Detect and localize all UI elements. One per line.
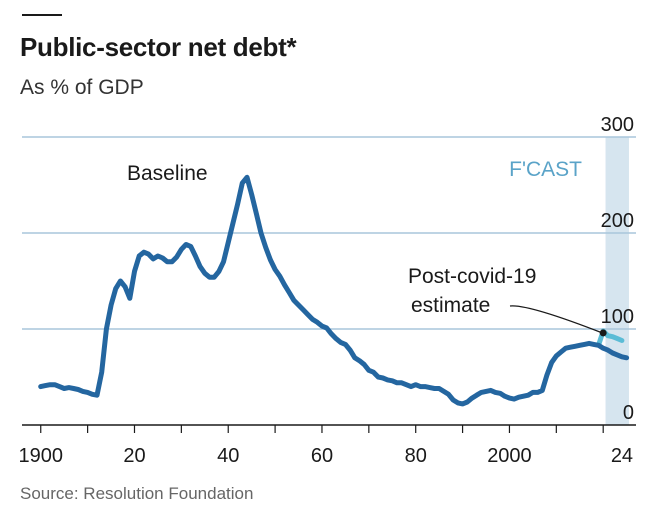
forecast-band-layer — [605, 137, 629, 425]
title-rule — [22, 14, 62, 16]
annotation-baseline: Baseline — [127, 162, 208, 185]
x-tick-label: 40 — [217, 445, 239, 467]
source-note: Source: Resolution Foundation — [20, 484, 254, 503]
annotation-marker-dot — [599, 329, 607, 337]
x-tick-label: 80 — [405, 445, 427, 467]
chart-subtitle: As % of GDP — [20, 76, 144, 99]
series-line-baseline — [38, 174, 630, 407]
y-tick-label: 300 — [601, 114, 634, 136]
annotation-leader-line — [509, 305, 603, 334]
series-layer — [38, 174, 630, 407]
y-tick-label: 0 — [623, 402, 634, 424]
label-layer: F'CAST 0 100 200 300 1900 20 40 60 80 2000 24 Baseli… — [18, 114, 634, 467]
annotation-post-covid-line2: estimate — [411, 294, 490, 317]
y-tick-label: 200 — [601, 210, 634, 232]
annotation-post-covid-line1: Post-covid-19 — [408, 265, 536, 288]
x-tick-label: 1900 — [18, 445, 63, 467]
chart-title: Public-sector net debt* — [20, 32, 297, 62]
forecast-label: F'CAST — [509, 158, 582, 181]
x-tick-label: 24 — [611, 445, 633, 467]
x-tick-label: 60 — [311, 445, 333, 467]
y-tick-label: 100 — [601, 306, 634, 328]
x-tick-label: 20 — [123, 445, 145, 467]
forecast-band — [605, 137, 629, 425]
x-tick-label: 2000 — [487, 445, 532, 467]
x-axis — [22, 424, 636, 433]
